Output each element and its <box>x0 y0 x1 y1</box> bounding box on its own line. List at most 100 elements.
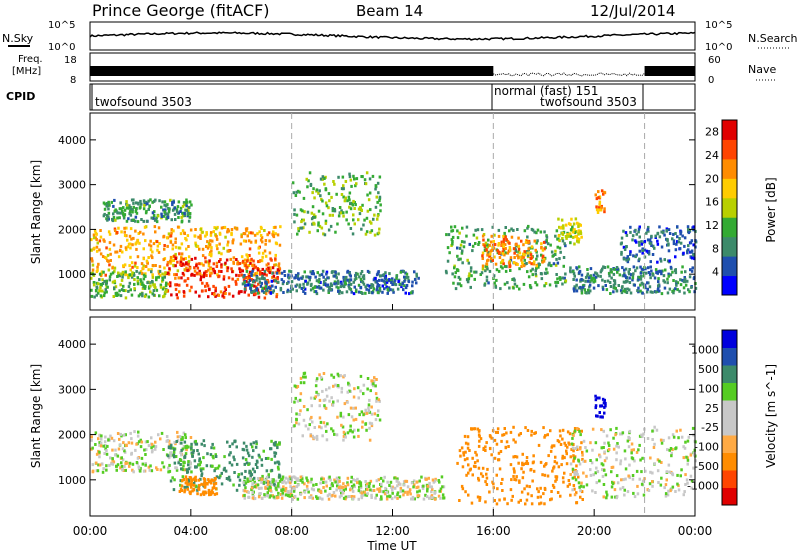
heatmap-cell <box>178 252 181 256</box>
heatmap-cell <box>289 290 292 293</box>
heatmap-cell <box>374 496 377 500</box>
heatmap-cell <box>118 437 121 441</box>
heatmap-cell <box>573 456 576 460</box>
heatmap-cell <box>381 284 384 288</box>
heatmap-cell <box>432 496 435 500</box>
heatmap-cell <box>599 404 602 408</box>
heatmap-cell <box>310 404 313 408</box>
heatmap-cell <box>187 460 190 464</box>
heatmap-cell <box>636 289 639 293</box>
heatmap-cell <box>258 230 261 234</box>
heatmap-cell <box>322 486 325 489</box>
heatmap-cell <box>257 246 260 250</box>
heatmap-cell <box>276 465 280 469</box>
heatmap-cell <box>651 480 654 483</box>
heatmap-cell <box>286 490 290 493</box>
heatmap-cell <box>503 497 506 501</box>
heatmap-cell <box>171 203 174 207</box>
heatmap-cell <box>365 493 369 497</box>
heatmap-cell <box>378 284 381 287</box>
heatmap-cell <box>98 463 102 467</box>
heatmap-cell <box>331 209 335 213</box>
heatmap-cell <box>219 258 222 261</box>
heatmap-cell <box>157 250 161 254</box>
heatmap-cell <box>173 273 176 277</box>
heatmap-cell <box>683 236 687 240</box>
heatmap-cell <box>396 477 399 481</box>
heatmap-cell <box>178 490 182 493</box>
heatmap-cell <box>403 278 407 282</box>
heatmap-cell <box>565 452 568 456</box>
heatmap-cell <box>358 413 361 417</box>
heatmap-cell <box>372 287 376 291</box>
heatmap-cell <box>370 496 373 499</box>
heatmap-cell <box>555 257 558 261</box>
heatmap-cell <box>297 229 300 233</box>
heatmap-cell <box>122 216 126 220</box>
heatmap-cell <box>264 292 268 296</box>
heatmap-cell <box>372 278 376 282</box>
heatmap-cell <box>366 492 369 496</box>
heatmap-cell <box>608 281 612 284</box>
heatmap-cell <box>205 274 208 277</box>
heatmap-cell <box>262 480 266 484</box>
heatmap-cell <box>610 270 613 274</box>
heatmap-cell <box>377 478 380 482</box>
heatmap-cell <box>174 252 177 256</box>
heatmap-cell <box>418 479 421 483</box>
heatmap-cell <box>354 290 358 294</box>
heatmap-cell <box>149 290 152 294</box>
heatmap-cell <box>693 275 696 279</box>
heatmap-cell <box>170 451 173 455</box>
heatmap-cell <box>582 485 585 489</box>
heatmap-cell <box>314 395 317 399</box>
heatmap-cell <box>582 439 586 443</box>
heatmap-cell <box>661 230 665 234</box>
heatmap-cell <box>576 448 579 451</box>
heatmap-cell <box>504 269 508 273</box>
heatmap-cell <box>375 493 378 497</box>
heatmap-cell <box>412 479 416 483</box>
heatmap-cell <box>573 475 576 479</box>
heatmap-cell <box>514 262 518 266</box>
heatmap-cell <box>184 433 187 437</box>
heatmap-cell <box>345 278 348 282</box>
heatmap-cell <box>100 434 103 438</box>
heatmap-cell <box>467 277 471 281</box>
heatmap-cell <box>643 283 647 287</box>
heatmap-cell <box>669 447 673 450</box>
heatmap-cell <box>573 289 576 293</box>
heatmap-cell <box>180 215 183 219</box>
heatmap-cell <box>542 492 545 496</box>
heatmap-cell <box>597 206 601 210</box>
heatmap-cell <box>186 269 189 273</box>
heatmap-cell <box>132 236 135 240</box>
heatmap-cell <box>649 265 652 269</box>
heatmap-cell <box>235 273 238 277</box>
heatmap-cell <box>253 233 257 237</box>
heatmap-cell <box>679 230 683 234</box>
heatmap-cell <box>166 244 169 248</box>
heatmap-cell <box>352 435 356 439</box>
heatmap-cell <box>573 427 577 430</box>
heatmap-cell <box>585 449 589 453</box>
heatmap-cell <box>178 290 181 294</box>
heatmap-cell <box>543 473 547 477</box>
heatmap-cell <box>438 489 441 493</box>
heatmap-cell <box>527 224 530 228</box>
noise-panel-frame <box>89 21 696 51</box>
heatmap-cell <box>187 259 191 263</box>
y-tick-label: 4000 <box>58 134 86 147</box>
heatmap-cell <box>146 261 149 265</box>
heatmap-cell <box>293 494 297 498</box>
heatmap-cell <box>141 462 145 466</box>
heatmap-cell <box>91 268 95 272</box>
heatmap-cell <box>182 445 186 448</box>
heatmap-cell <box>653 462 656 466</box>
heatmap-cell <box>628 281 632 284</box>
heatmap-cell <box>106 444 109 448</box>
heatmap-cell <box>512 247 516 251</box>
heatmap-cell <box>488 254 491 258</box>
heatmap-cell <box>466 258 469 262</box>
heatmap-cell <box>209 251 212 255</box>
